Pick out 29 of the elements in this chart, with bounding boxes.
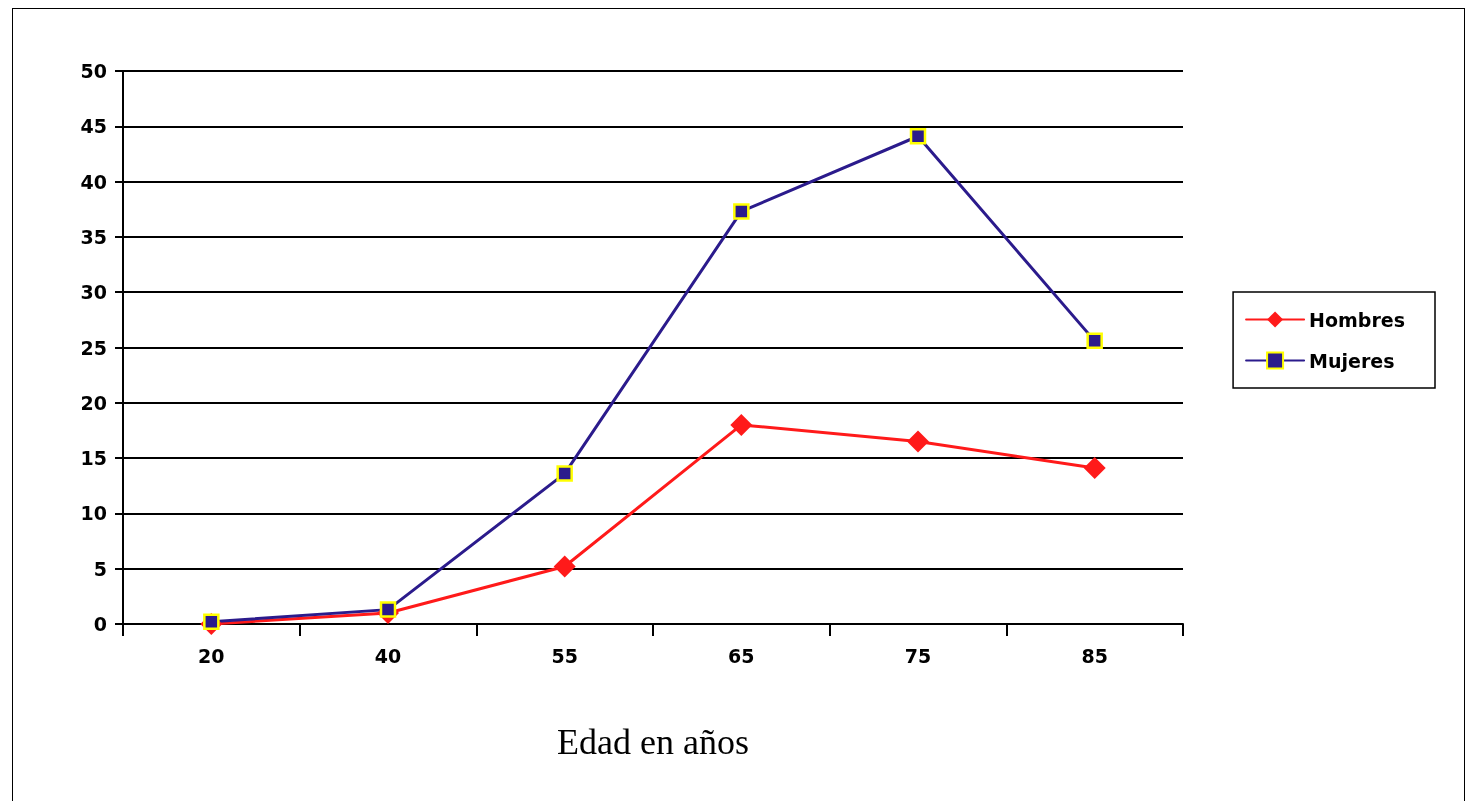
x-tick-label: 40	[374, 644, 402, 667]
x-tick-label: 65	[728, 644, 755, 667]
y-tick-label: 35	[80, 225, 107, 248]
point	[379, 601, 397, 618]
x-tick-label: 55	[551, 644, 578, 667]
point	[1086, 332, 1103, 350]
point	[553, 555, 576, 578]
x-axis-title: Edad en años	[557, 722, 749, 762]
point	[1083, 457, 1106, 480]
point	[909, 128, 927, 145]
x-tick-label: 75	[904, 644, 932, 667]
y-tick-label: 15	[80, 447, 107, 470]
y-tick-label: 50	[80, 60, 107, 82]
legend-label: Hombres	[1309, 308, 1405, 331]
y-tick-label: 40	[80, 170, 107, 193]
point	[730, 413, 753, 436]
y-tick-label: 45	[80, 115, 107, 138]
x-tick-label: 85	[1081, 644, 1108, 667]
legend-label: Mujeres	[1309, 349, 1395, 372]
y-tick-label: 20	[80, 391, 107, 414]
y-tick-label: 0	[93, 613, 107, 635]
x-tick-label: 20	[198, 644, 225, 667]
y-tick-label: 10	[80, 502, 107, 525]
y-tick-label: 25	[80, 336, 107, 359]
point	[733, 203, 750, 220]
point	[907, 430, 929, 453]
point	[556, 465, 573, 482]
y-tick-label: 30	[80, 281, 107, 304]
y-tick-label: 5	[93, 557, 107, 580]
